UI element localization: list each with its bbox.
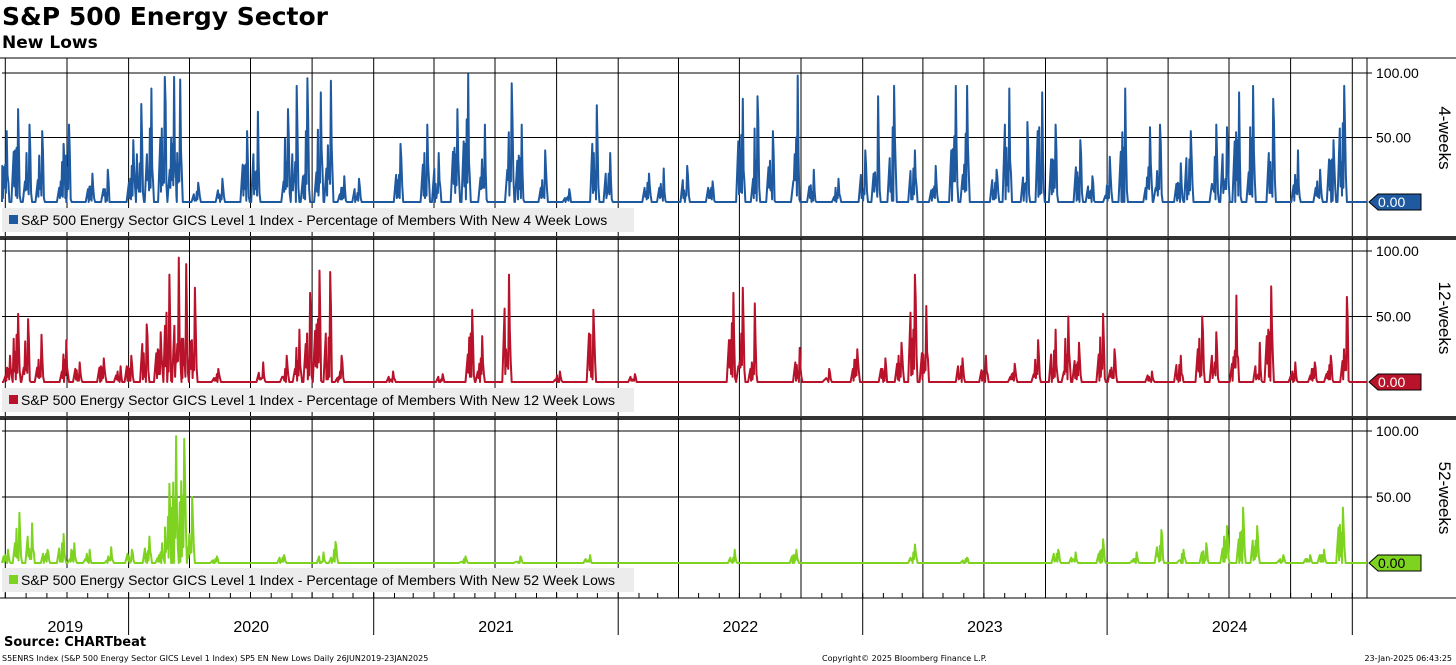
legend-swatch [9, 215, 18, 224]
legend-label: S&P 500 Energy Sector GICS Level 1 Index… [21, 212, 607, 228]
y-tick-label: 100.00 [1376, 65, 1419, 81]
ticker-info: S5ENRS Index (S&P 500 Energy Sector GICS… [2, 654, 429, 663]
chart-subtitle: New Lows [2, 33, 98, 53]
y-tick-label: 100.00 [1376, 243, 1419, 259]
last-value-tag [1368, 193, 1422, 211]
legend-label: S&P 500 Energy Sector GICS Level 1 Index… [21, 572, 615, 588]
legend-box [2, 388, 634, 412]
x-year-label: 2024 [1212, 619, 1248, 635]
panel-52-weeks: 100.00 50.00 0.00 52-weeks S&P 500 Energy Se… [1, 418, 1454, 598]
last-value-tag [1368, 554, 1422, 572]
last-value-tag [1368, 373, 1422, 391]
x-year-label: 2021 [478, 619, 514, 635]
panel-side-label: 4-weeks [1435, 106, 1454, 169]
y-tick-label: 50.00 [1376, 130, 1411, 146]
chart-area: 100.00 50.00 0.00 4-weeks S&P 500 Energy Sec… [0, 57, 1456, 635]
legend-box [2, 568, 634, 592]
y-tick-label: 100.00 [1376, 423, 1419, 439]
y-tick-label: 50.00 [1376, 309, 1411, 325]
series-line [1, 435, 1367, 564]
copyright-note: Copyright© 2025 Bloomberg Finance L.P. [822, 654, 987, 663]
y-tick-label: 50.00 [1376, 489, 1411, 505]
x-year-label: 2019 [48, 619, 84, 635]
panel-side-label: 12-weeks [1435, 282, 1454, 355]
x-year-label: 2023 [967, 619, 1003, 635]
legend-box [2, 208, 634, 232]
panel-4-weeks: 100.00 50.00 0.00 4-weeks S&P 500 Energy Sec… [0, 58, 1456, 240]
legend-swatch [9, 395, 18, 404]
series-line [2, 256, 1367, 383]
x-year-label: 2020 [233, 619, 269, 635]
chart-title: S&P 500 Energy Sector [2, 2, 329, 31]
series-line [1, 73, 1367, 203]
panel-side-label: 52-weeks [1435, 462, 1454, 535]
legend-label: S&P 500 Energy Sector GICS Level 1 Index… [21, 392, 615, 408]
legend-swatch [9, 575, 18, 584]
last-value-label: 0.00 [1378, 194, 1405, 210]
x-year-label: 2022 [723, 619, 759, 635]
last-value-label: 0.00 [1378, 374, 1405, 390]
timestamp: 23-Jan-2025 06:43:25 [1364, 654, 1452, 663]
last-value-label: 0.00 [1378, 555, 1405, 571]
source-note: Source: CHARTbeat [4, 635, 147, 650]
panel-12-weeks: 100.00 50.00 0.00 12-weeks S&P 500 Energy Se… [0, 238, 1456, 420]
